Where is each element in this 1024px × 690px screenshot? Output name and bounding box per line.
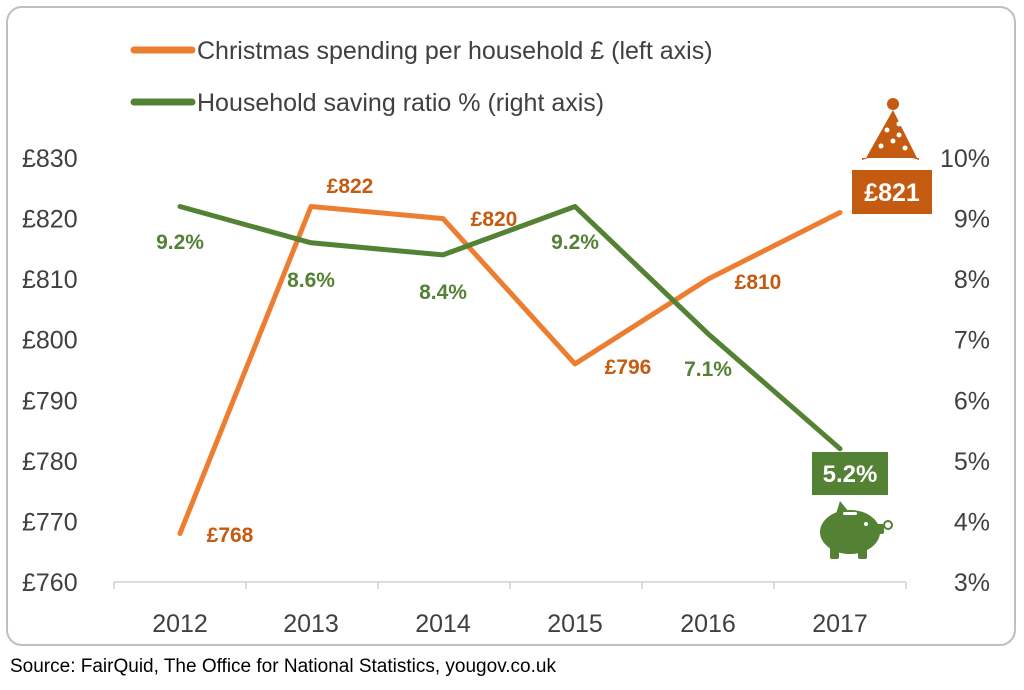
party-hat-dot xyxy=(902,145,908,151)
left-y-tick-label: £760 xyxy=(22,569,78,597)
piggy-bank-icon xyxy=(820,501,893,559)
party-hat-dot xyxy=(884,127,890,133)
x-tick-label: 2014 xyxy=(415,610,471,638)
piggy-leg xyxy=(830,545,839,559)
data-label-spending: £796 xyxy=(605,356,652,379)
party-hat-dot xyxy=(896,132,902,138)
data-label-spending: £810 xyxy=(735,271,782,294)
data-label-saving: 9.2% xyxy=(156,231,204,254)
left-y-tick-label: £780 xyxy=(22,448,78,476)
right-y-tick-label: 4% xyxy=(954,508,990,536)
piggy-coin-slot xyxy=(843,512,857,515)
left-y-tick-label: £770 xyxy=(22,508,78,536)
piggy-snout xyxy=(875,524,884,534)
party-hat-dot xyxy=(878,143,884,149)
data-label-saving: 8.4% xyxy=(419,281,467,304)
piggy-ear xyxy=(836,501,849,514)
x-tick-label: 2012 xyxy=(152,610,208,638)
left-y-tick-label: £790 xyxy=(22,387,78,415)
right-y-tick-label: 8% xyxy=(954,266,990,294)
party-hat-pompom xyxy=(887,98,899,110)
right-y-tick-label: 5% xyxy=(954,448,990,476)
saving-badge-label: 5.2% xyxy=(823,461,878,488)
party-hat-brim xyxy=(862,155,919,160)
piggy-eye xyxy=(864,522,868,526)
data-label-saving: 8.6% xyxy=(287,269,335,292)
party-hat-body xyxy=(866,110,917,158)
left-y-tick-label: £820 xyxy=(22,206,78,234)
x-tick-label: 2013 xyxy=(283,610,339,638)
piggy-leg xyxy=(858,545,867,559)
source-note: Source: FairQuid, The Office for Nationa… xyxy=(10,656,556,677)
data-label-spending: £768 xyxy=(207,524,254,547)
legend-label-saving: Household saving ratio % (right axis) xyxy=(197,89,604,117)
right-y-tick-label: 10% xyxy=(940,145,990,173)
right-y-tick-label: 6% xyxy=(954,387,990,415)
spending-badge-label: £821 xyxy=(864,179,920,207)
data-label-spending: £820 xyxy=(471,208,518,231)
saving-badge xyxy=(812,452,888,495)
data-label-spending: £822 xyxy=(327,175,374,198)
data-label-saving: 7.1% xyxy=(684,358,732,381)
piggy-body xyxy=(820,510,880,554)
right-y-tick-label: 3% xyxy=(954,569,990,597)
series-line-saving xyxy=(177,204,843,452)
left-y-tick-label: £810 xyxy=(22,266,78,294)
axes: 2012 2013 2014 2015 2016 2017 £760 £770 £780 £790… xyxy=(22,145,990,638)
series-layer xyxy=(177,204,843,536)
right-y-tick-label: 7% xyxy=(954,327,990,355)
series-line-spending xyxy=(177,204,843,536)
spending-badge xyxy=(852,170,932,214)
data-label-saving: 9.2% xyxy=(551,231,599,254)
highlight-decor: £821 5.2% xyxy=(812,98,932,559)
right-y-tick-label: 9% xyxy=(954,206,990,234)
party-hat-dot xyxy=(890,138,896,144)
party-hat-dot xyxy=(896,121,902,127)
left-y-tick-label: £830 xyxy=(22,145,78,173)
left-y-tick-label: £800 xyxy=(22,327,78,355)
legend: Christmas spending per household £ (left… xyxy=(130,37,713,117)
party-hat-icon xyxy=(862,98,919,160)
x-tick-label: 2017 xyxy=(812,610,868,638)
piggy-tail xyxy=(883,520,893,530)
legend-label-spending: Christmas spending per household £ (left… xyxy=(197,37,713,65)
x-tick-label: 2015 xyxy=(547,610,603,638)
data-labels: £768 £822 £820 £796 £810 9.2% 8.6% 8.4% 9.2% 7.1% xyxy=(156,175,781,547)
x-tick-label: 2016 xyxy=(680,610,736,638)
